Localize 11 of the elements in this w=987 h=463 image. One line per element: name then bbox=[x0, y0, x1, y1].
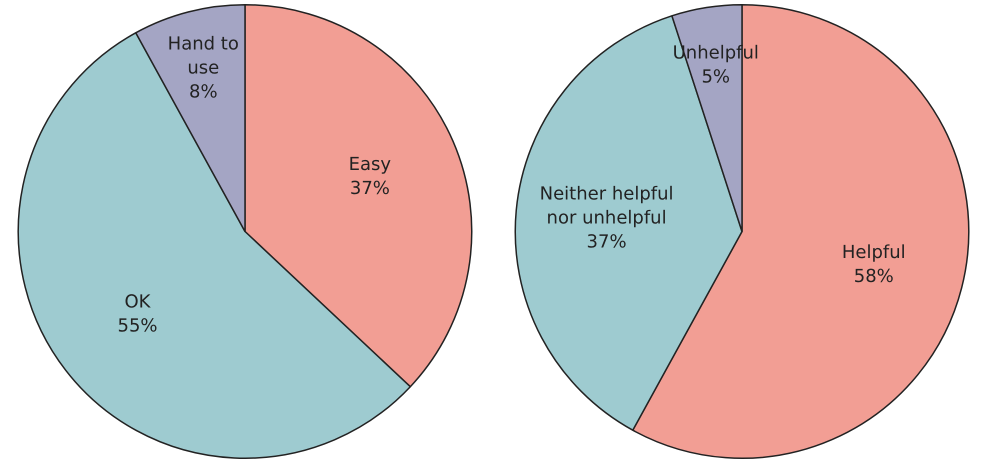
data-label: 37% bbox=[586, 231, 627, 252]
slice-label: Helpful bbox=[842, 242, 906, 264]
data-label: 8% bbox=[188, 82, 218, 103]
slice-label: Neither helpful nor unhelpful bbox=[540, 183, 674, 228]
data-label: 37% bbox=[350, 178, 390, 200]
slice-label: OK bbox=[124, 292, 152, 313]
data-label: 5% bbox=[701, 66, 730, 88]
slice-label: Hand to use bbox=[168, 34, 239, 79]
data-label: 58% bbox=[854, 266, 894, 288]
slice-label: Easy bbox=[348, 154, 392, 176]
data-label: 55% bbox=[117, 316, 158, 337]
